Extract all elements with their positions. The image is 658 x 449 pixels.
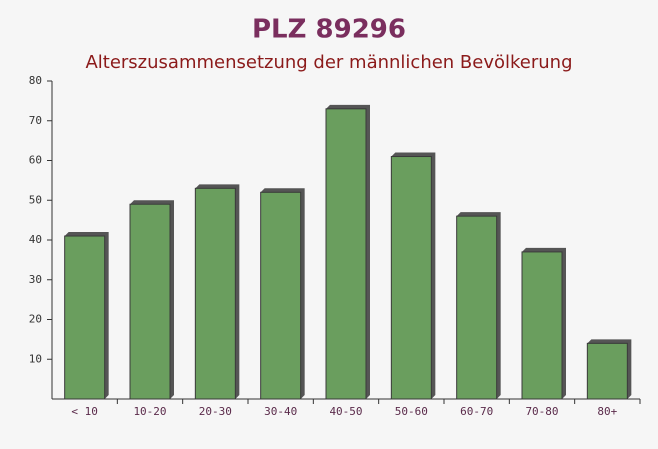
chart-title: PLZ 89296: [252, 15, 406, 45]
x-tick-label: 60-70: [460, 405, 493, 418]
x-tick-label: 20-30: [199, 405, 232, 418]
x-tick-label: 30-40: [264, 405, 297, 418]
bar: [586, 342, 628, 400]
x-tick-label: 10-20: [133, 405, 166, 418]
y-tick-label: 40: [29, 233, 42, 246]
y-tick-label: 50: [29, 193, 42, 206]
bar: [129, 203, 171, 400]
y-tick-label: 30: [29, 273, 42, 286]
x-tick-label: 80+: [597, 405, 617, 418]
x-tick-label: 50-60: [395, 405, 428, 418]
bar: [64, 235, 106, 400]
x-tick-label: 40-50: [329, 405, 362, 418]
x-tick-label: < 10: [71, 405, 98, 418]
bar: [521, 251, 563, 400]
bar: [194, 187, 236, 400]
y-tick-label: 70: [29, 114, 42, 127]
bar: [325, 108, 367, 400]
bar: [260, 191, 302, 400]
bar: [456, 215, 498, 400]
bar: [390, 156, 432, 400]
y-tick-label: 60: [29, 154, 42, 167]
chart-subtitle: Alterszusammensetzung der männlichen Bev…: [85, 52, 572, 73]
x-tick-label: 70-80: [525, 405, 558, 418]
y-tick-label: 20: [29, 313, 42, 326]
y-tick-label: 10: [29, 352, 42, 365]
y-tick-label: 80: [29, 74, 42, 87]
